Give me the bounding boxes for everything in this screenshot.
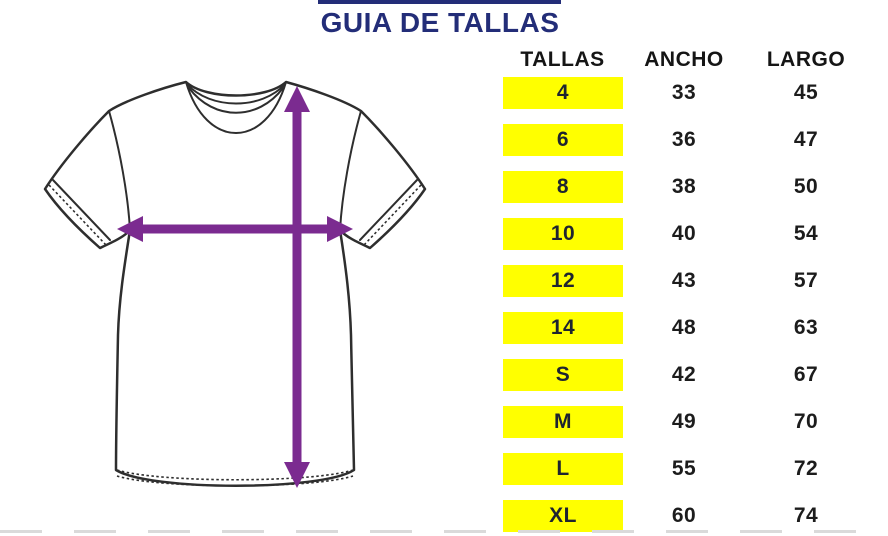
table-row: M 49 70: [500, 406, 840, 438]
largo-measurement-arrow: [284, 86, 310, 488]
largo-cell: 54: [793, 222, 819, 245]
table-row: S 42 67: [500, 359, 840, 391]
page-title: GUIA DE TALLAS: [320, 7, 560, 38]
table-row: XL 60 74: [500, 500, 840, 532]
size-cell: L: [503, 453, 623, 485]
size-cell: 6: [503, 124, 623, 156]
tshirt-outline: [43, 80, 427, 487]
table-row: 12 43 57: [500, 265, 840, 297]
largo-cell: 70: [793, 410, 819, 433]
table-header-ancho: ANCHO: [644, 48, 724, 71]
ancho-cell: 36: [671, 128, 697, 151]
table-row: 14 48 63: [500, 312, 840, 344]
size-cell: 10: [503, 218, 623, 250]
table-row: 6 36 47: [500, 124, 840, 156]
largo-cell: 50: [793, 175, 819, 198]
right-cuff-stitching: [363, 184, 422, 246]
hem-stitching: [116, 475, 354, 487]
ancho-cell: 33: [671, 81, 697, 104]
collar-rib-line: [186, 83, 286, 105]
collar-rib-line: [188, 87, 284, 114]
ancho-cell: 49: [671, 410, 697, 433]
cropped-text-strip: [318, 0, 561, 4]
largo-cell: 63: [793, 316, 819, 339]
hem-stitching: [116, 469, 354, 481]
largo-cell: 45: [793, 81, 819, 104]
size-cell: 12: [503, 265, 623, 297]
table-row: 4 33 45: [500, 77, 840, 109]
size-cell: 4: [503, 77, 623, 109]
left-armhole-seam: [108, 110, 131, 231]
largo-cell: 67: [793, 363, 819, 386]
ancho-cell: 40: [671, 222, 697, 245]
largo-cell: 74: [793, 504, 819, 527]
right-armhole-seam: [339, 110, 362, 231]
table-header-tallas: TALLAS: [520, 48, 605, 71]
largo-cell: 72: [793, 457, 819, 480]
size-cell: M: [503, 406, 623, 438]
tshirt-illustration: [43, 80, 427, 488]
size-cell: S: [503, 359, 623, 391]
table-header-largo: LARGO: [766, 48, 846, 71]
size-cell: XL: [503, 500, 623, 532]
left-cuff-stitching: [48, 184, 107, 246]
ancho-cell: 42: [671, 363, 697, 386]
size-cell: 14: [503, 312, 623, 344]
table-row: 8 38 50: [500, 171, 840, 203]
collar-bottom-line: [185, 81, 287, 134]
table-row: 10 40 54: [500, 218, 840, 250]
table-row: L 55 72: [500, 453, 840, 485]
right-cuff-line: [359, 179, 418, 241]
left-cuff-line: [52, 179, 111, 241]
ancho-cell: 38: [671, 175, 697, 198]
bottom-dashed-line: [0, 530, 888, 533]
ancho-cell: 43: [671, 269, 697, 292]
size-cell: 8: [503, 171, 623, 203]
ancho-cell: 55: [671, 457, 697, 480]
largo-cell: 47: [793, 128, 819, 151]
ancho-cell: 60: [671, 504, 697, 527]
largo-cell: 57: [793, 269, 819, 292]
ancho-measurement-arrow: [117, 216, 353, 242]
ancho-cell: 48: [671, 316, 697, 339]
